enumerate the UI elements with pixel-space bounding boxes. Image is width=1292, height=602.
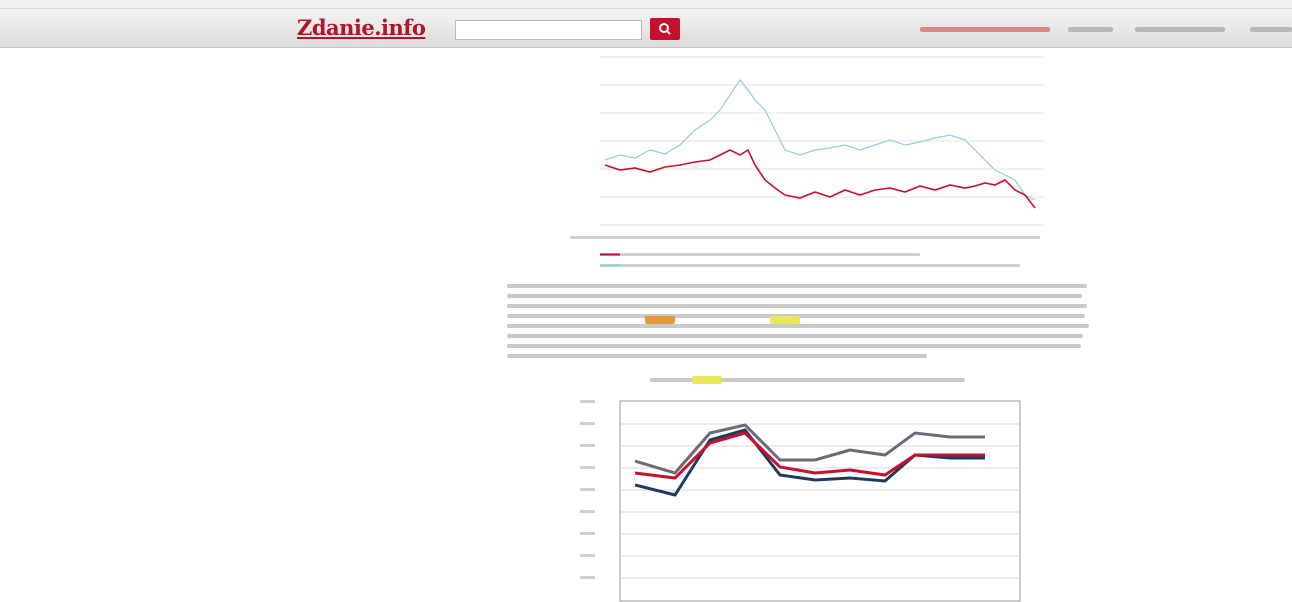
paragraph-line — [507, 284, 1087, 288]
nav-link[interactable] — [1135, 27, 1225, 32]
search-button[interactable] — [650, 18, 680, 40]
paragraph-line — [507, 324, 1089, 328]
paragraph-line — [507, 294, 1082, 298]
logo[interactable]: Zdanie.info — [297, 15, 426, 40]
search-icon — [659, 23, 671, 35]
chart-image — [570, 56, 1045, 267]
highlight — [770, 316, 800, 324]
highlight — [645, 316, 675, 324]
paragraph-line — [507, 344, 1081, 348]
nav-link[interactable] — [1250, 27, 1292, 32]
paragraph-line — [507, 334, 1083, 338]
highlight — [692, 376, 722, 384]
site-header: Zdanie.info — [0, 9, 1292, 48]
search-input[interactable] — [455, 20, 642, 40]
chart-image — [580, 400, 1021, 602]
nav-link[interactable] — [1068, 27, 1113, 32]
paragraph-line — [507, 304, 1087, 308]
paragraph-line — [507, 354, 927, 358]
nav-link[interactable] — [920, 27, 1050, 32]
browser-bar — [0, 0, 1292, 9]
chart-title-line — [650, 378, 965, 382]
